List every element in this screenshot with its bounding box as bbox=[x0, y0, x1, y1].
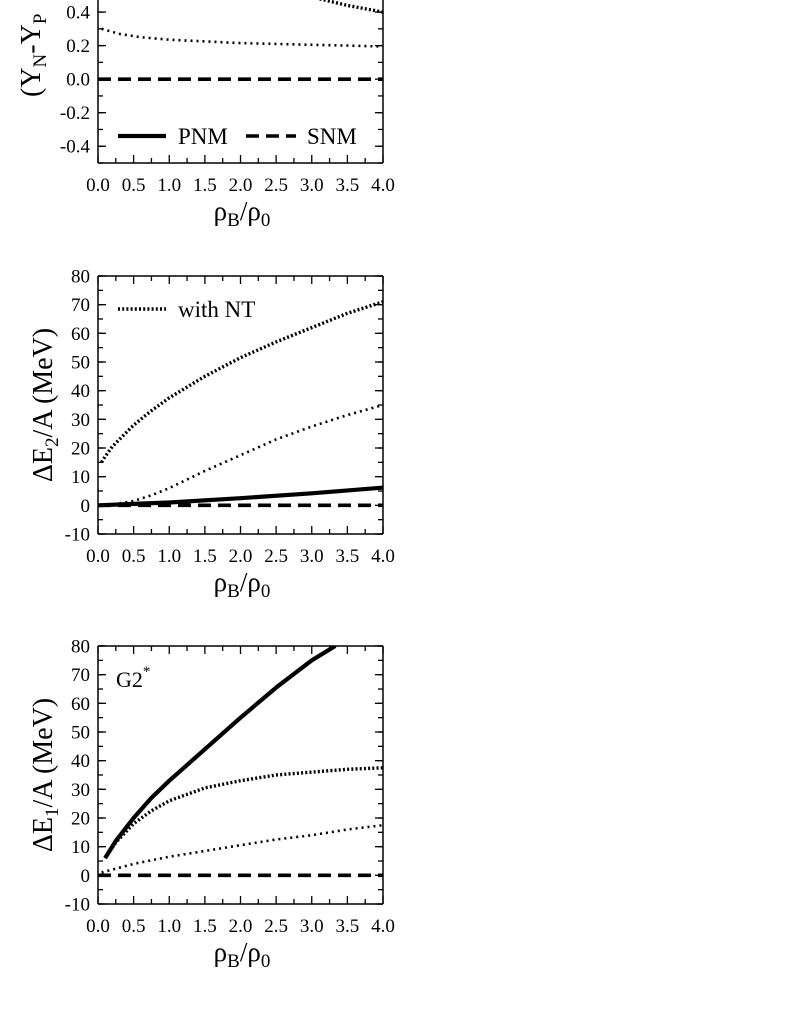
legend-label-with-nt: with NT bbox=[178, 297, 255, 322]
x-tick-label: 1.0 bbox=[157, 175, 181, 196]
x-tick-label: 0.0 bbox=[86, 546, 110, 567]
x-tick-label: 0.5 bbox=[122, 916, 146, 937]
x-tick-label: 1.0 bbox=[157, 916, 181, 937]
x-tick-label: 3.5 bbox=[336, 546, 360, 567]
y-tick-label: 20 bbox=[71, 809, 90, 830]
x-axis-label: ρB/ρ0 bbox=[214, 567, 271, 602]
x-tick-label: 3.5 bbox=[336, 175, 360, 196]
chart-panel-bottom: 0.0 0.5 1.0 1.5 2.0 2.5 3.0 3.5 4.0 80 70 60 50 40 30 2… bbox=[28, 637, 395, 973]
series-line-3 bbox=[101, 823, 383, 874]
x-tick-label: 3.0 bbox=[300, 916, 324, 937]
y-tick-label: 0.2 bbox=[66, 36, 90, 57]
y-tick-label: -10 bbox=[65, 525, 90, 546]
y-tick-label: 0 bbox=[81, 866, 91, 887]
x-tick-label: 0.5 bbox=[122, 546, 146, 567]
x-tick-label: 0.0 bbox=[86, 175, 110, 196]
chart-panel-top: 0.00.51.01.52.02.53.03.54.00.60.40.20.0-… bbox=[16, 0, 395, 231]
y-tick-label: 0 bbox=[81, 496, 91, 517]
series-group bbox=[98, 646, 383, 878]
y-tick-label: 80 bbox=[71, 267, 90, 288]
x-tick-label: 0.0 bbox=[86, 916, 110, 937]
y-tick-label: 10 bbox=[71, 837, 90, 858]
y-tick-label: 60 bbox=[71, 324, 90, 345]
x-tick-label: 2.5 bbox=[264, 916, 288, 937]
y-tick-label: -0.4 bbox=[60, 137, 91, 158]
x-tick-label: 3.0 bbox=[300, 546, 324, 567]
x-tick-label: 3.5 bbox=[336, 916, 360, 937]
tick-marks bbox=[97, 275, 384, 535]
x-axis-label: ρB/ρ0 bbox=[214, 196, 271, 231]
y-tick-label: 30 bbox=[71, 780, 90, 801]
chart-panel-middle: 0.0 0.5 1.0 1.5 2.0 2.5 3.0 3.5 4.0 80 70 60 50 40 30 2… bbox=[28, 267, 395, 603]
panel-annotation: G2* bbox=[116, 664, 150, 692]
tick-marks bbox=[97, 11, 384, 164]
y-tick-label: 70 bbox=[71, 295, 90, 316]
x-tick-label: 4.0 bbox=[371, 175, 395, 196]
y-tick-label: 50 bbox=[71, 723, 90, 744]
y-tick-label: 30 bbox=[71, 410, 90, 431]
series-line-2 bbox=[101, 27, 383, 48]
y-tick-label: -0.2 bbox=[60, 103, 90, 124]
series-line-1 bbox=[103, 646, 337, 860]
y-tick-label: 10 bbox=[71, 467, 90, 488]
y-tick-label: 40 bbox=[71, 381, 90, 402]
x-tick-label: 2.5 bbox=[264, 546, 288, 567]
y-tick-label: 80 bbox=[71, 637, 90, 658]
x-tick-label: 1.5 bbox=[193, 916, 217, 937]
y-tick-label: 0.0 bbox=[66, 70, 90, 91]
tick-marks bbox=[97, 645, 384, 905]
y-tick-label: 40 bbox=[71, 751, 90, 772]
x-tick-label: 4.0 bbox=[371, 916, 395, 937]
series-line-1 bbox=[100, 300, 383, 464]
y-tick-label: 50 bbox=[71, 353, 90, 374]
y-tick-label: 0.4 bbox=[66, 3, 90, 24]
series-group bbox=[98, 300, 383, 508]
y-tick-label: -10 bbox=[65, 895, 90, 916]
series-line-1 bbox=[317, 0, 383, 14]
y-axis-label: ΔE2/A (MeV) bbox=[28, 328, 63, 482]
legend-label-snm: SNM bbox=[307, 124, 357, 149]
y-tick-label: 60 bbox=[71, 694, 90, 715]
x-axis-label: ρB/ρ0 bbox=[214, 937, 271, 972]
y-axis-label: (YN-YP bbox=[16, 14, 51, 97]
x-tick-label: 3.0 bbox=[300, 175, 324, 196]
y-tick-label: 70 bbox=[71, 665, 90, 686]
x-tick-label: 4.0 bbox=[371, 546, 395, 567]
x-tick-label: 1.5 bbox=[193, 175, 217, 196]
y-tick-label: 20 bbox=[71, 439, 90, 460]
series-line-3 bbox=[98, 485, 383, 508]
x-tick-label: 2.0 bbox=[229, 546, 253, 567]
series-line-2 bbox=[103, 766, 383, 860]
x-tick-label: 1.5 bbox=[193, 546, 217, 567]
x-tick-label: 2.0 bbox=[229, 175, 253, 196]
y-axis-label: ΔE1/A (MeV) bbox=[28, 698, 63, 852]
x-tick-label: 2.0 bbox=[229, 916, 253, 937]
x-tick-label: 1.0 bbox=[157, 546, 181, 567]
x-tick-label: 0.5 bbox=[122, 175, 146, 196]
legend-label-pnm: PNM bbox=[178, 124, 228, 149]
series-group bbox=[98, 0, 383, 81]
x-tick-label: 2.5 bbox=[264, 175, 288, 196]
